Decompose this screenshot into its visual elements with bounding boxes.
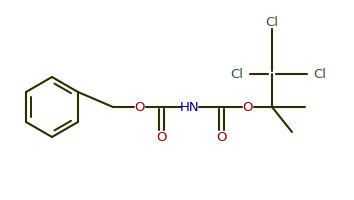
Text: HN: HN: [180, 101, 200, 114]
Text: Cl: Cl: [314, 68, 326, 81]
Text: Cl: Cl: [230, 68, 244, 81]
Text: Cl: Cl: [266, 15, 279, 28]
Text: O: O: [217, 131, 227, 144]
Text: O: O: [157, 131, 167, 144]
Text: O: O: [135, 101, 145, 114]
Text: O: O: [243, 101, 253, 114]
